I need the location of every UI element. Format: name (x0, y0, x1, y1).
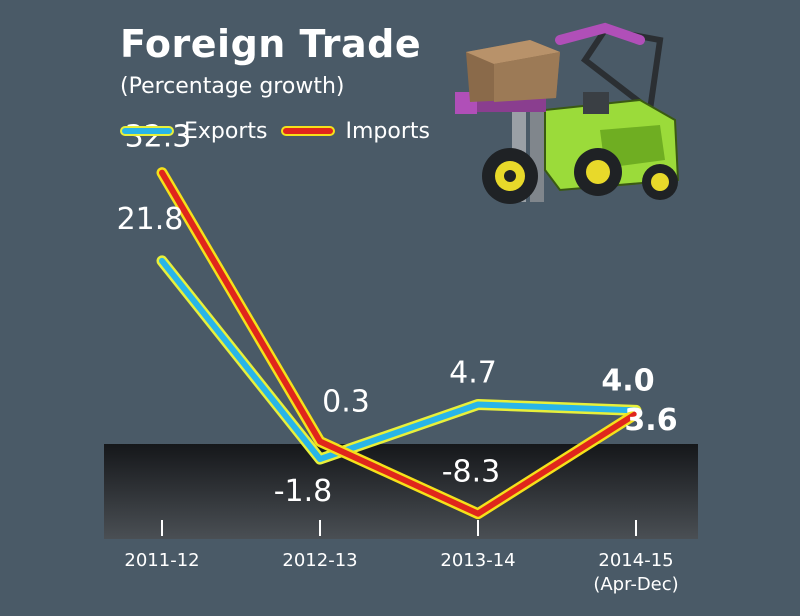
forklift-icon (455, 22, 680, 204)
data-label-imports-2011-12: 32.3 (125, 120, 192, 155)
x-tick-label-2012-13: 2012-13 (282, 550, 357, 571)
data-label-imports-2013-14: -8.3 (442, 455, 501, 490)
data-label-imports-2012-13: 0.3 (322, 384, 370, 419)
data-label-imports-2014-15: 3.6 (624, 403, 677, 438)
x-tick-label-2011-12: 2011-12 (124, 550, 199, 571)
imports-line (159, 169, 639, 517)
data-label-exports-2014-15: 4.0 (601, 363, 654, 398)
legend-swatch-exports (120, 126, 174, 136)
legend-item-imports: Imports (281, 118, 430, 144)
chart-title: Foreign Trade (120, 22, 422, 66)
chart-subtitle: (Percentage growth) (120, 74, 345, 99)
legend-label-imports: Imports (345, 118, 430, 144)
data-label-exports-2011-12: 21.8 (117, 202, 184, 237)
x-tick-label-2013-14: 2013-14 (440, 550, 515, 571)
legend-label-exports: Exports (184, 118, 268, 144)
data-label-exports-2013-14: 4.7 (449, 356, 497, 391)
legend-item-exports: Exports (120, 119, 267, 144)
negative-band (104, 444, 698, 539)
legend-swatch-imports (281, 126, 336, 136)
legend: Exports Imports (120, 116, 430, 146)
data-label-exports-2012-13: -1.8 (274, 474, 333, 509)
x-tick-sublabel-2014-15: (Apr-Dec) (593, 574, 678, 595)
x-tick-label-2014-15: 2014-15 (598, 550, 673, 571)
exports-line (159, 257, 639, 463)
